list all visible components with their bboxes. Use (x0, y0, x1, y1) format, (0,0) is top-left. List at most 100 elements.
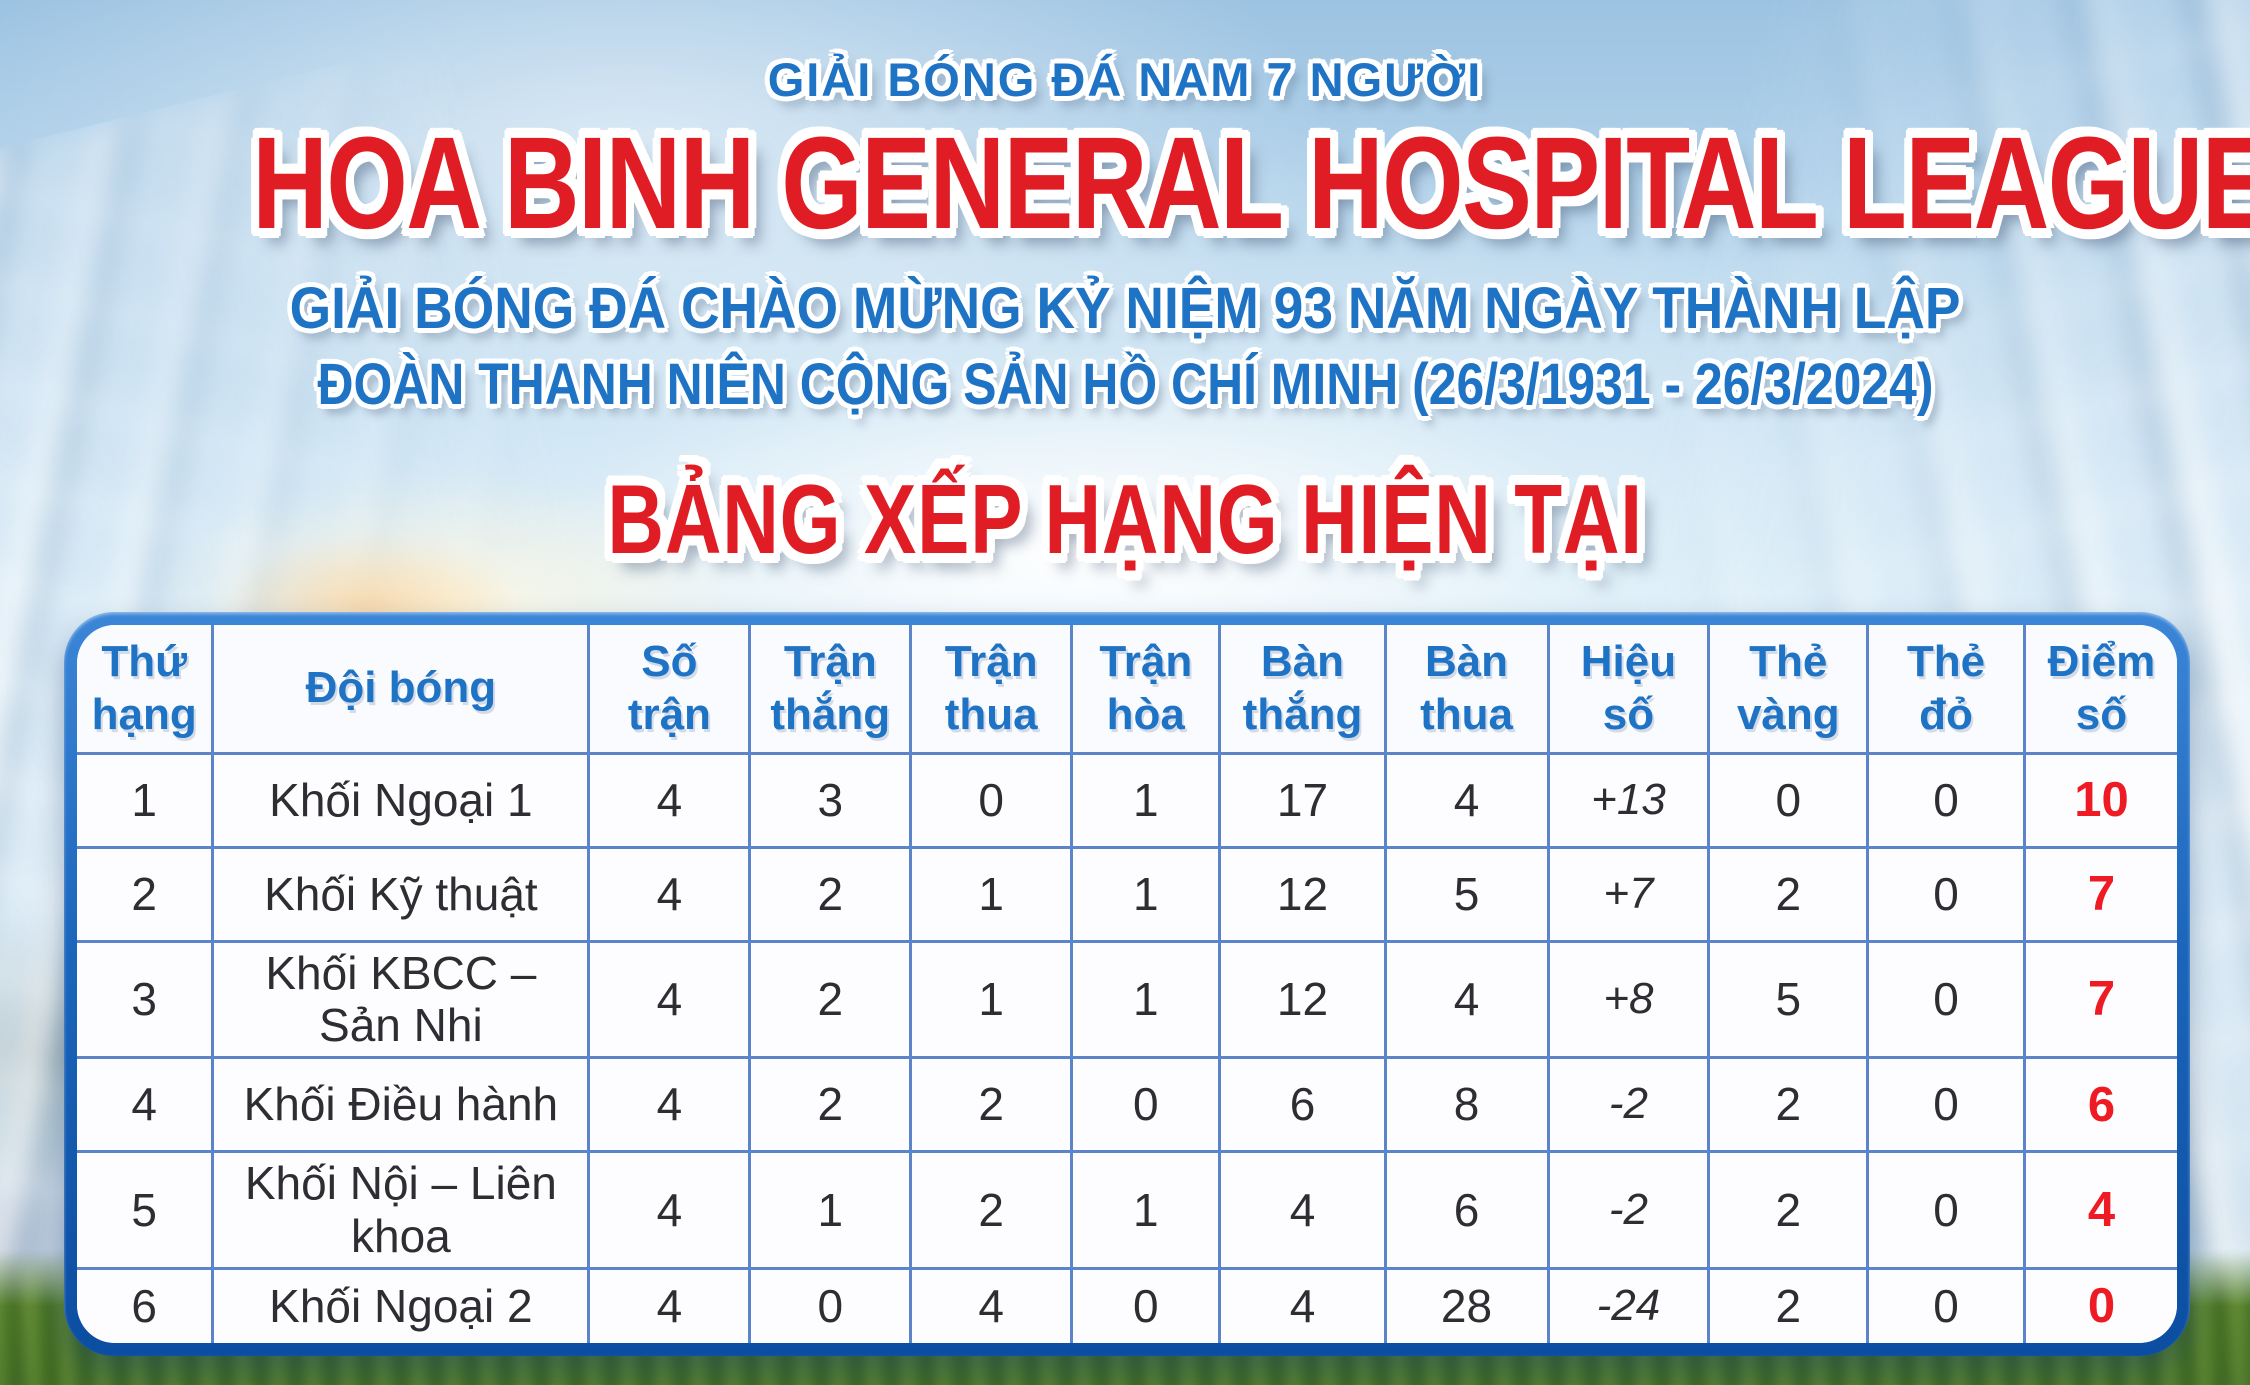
goals_for-cell: 4 (1218, 1267, 1387, 1343)
points-cell: 10 (2022, 751, 2177, 849)
standings-board-inner: Thứ hạng Đội bóng Số trận Trận thắng Trận th… (77, 625, 2177, 1343)
subtitle-line-1: GIẢI BÓNG ĐÁ CHÀO MỪNG KỶ NIỆM 93 NĂM NG… (0, 277, 2250, 341)
rank-cell: 1 (77, 751, 215, 849)
red_cards-cell: 0 (1866, 751, 2026, 849)
rank-cell: 2 (77, 845, 215, 943)
column-header-wins: Trận thắng (748, 625, 913, 755)
yellow_cards-cell: 2 (1707, 1056, 1870, 1154)
goal_diff-cell: -24 (1546, 1267, 1711, 1343)
team-cell: Khối Ngoại 1 (211, 751, 591, 849)
league-title: HOA BINH GENERAL HOSPITAL LEAGUE (0, 109, 2250, 256)
played-cell: 4 (587, 1056, 752, 1154)
goals_for-cell: 17 (1218, 751, 1387, 849)
standings-body: 1 Khối Ngoại 1 4 3 0 1 17 4 +13 0 0 10 2 Khối Kỹ thuậ… (77, 751, 2177, 1343)
goal_diff-cell: +8 (1546, 939, 1711, 1060)
wins-cell: 2 (748, 939, 913, 1060)
yellow_cards-cell: 5 (1707, 939, 1870, 1060)
red_cards-cell: 0 (1866, 1150, 2026, 1271)
goals_against-cell: 8 (1383, 1056, 1550, 1154)
table-row: 4 Khối Điều hành 4 2 2 0 6 8 -2 2 0 6 (77, 1056, 2177, 1154)
played-cell: 4 (587, 845, 752, 943)
goals_for-cell: 12 (1218, 939, 1387, 1060)
draws-cell: 0 (1070, 1267, 1222, 1343)
played-cell: 4 (587, 751, 752, 849)
losses-cell: 4 (909, 1267, 1074, 1343)
wins-cell: 1 (748, 1150, 913, 1271)
table-row: 5 Khối Nội – Liên khoa 4 1 2 1 4 6 -2 2 0 4 (77, 1150, 2177, 1271)
goals_against-cell: 28 (1383, 1267, 1550, 1343)
column-header-goals_against: Bàn thua (1383, 625, 1550, 755)
column-header-goal_diff: Hiệu số (1546, 625, 1711, 755)
played-cell: 4 (587, 939, 752, 1060)
draws-cell: 1 (1070, 845, 1222, 943)
points-cell: 0 (2022, 1267, 2177, 1343)
subtitle-line-1-text: GIẢI BÓNG ĐÁ CHÀO MỪNG KỶ NIỆM 93 NĂM NG… (289, 276, 1961, 342)
table-row: 6 Khối Ngoại 2 4 0 4 0 4 28 -24 2 0 0 (77, 1267, 2177, 1343)
team-cell: Khối Kỹ thuật (211, 845, 591, 943)
points-cell: 7 (2022, 845, 2177, 943)
goal_diff-cell: -2 (1546, 1150, 1711, 1271)
column-header-goals_for: Bàn thắng (1218, 625, 1387, 755)
losses-cell: 1 (909, 939, 1074, 1060)
yellow_cards-cell: 2 (1707, 1267, 1870, 1343)
losses-cell: 0 (909, 751, 1074, 849)
wins-cell: 2 (748, 845, 913, 943)
tournament-tagline: GIẢI BÓNG ĐÁ NAM 7 NGƯỜI (0, 52, 2250, 107)
standings-heading: BẢNG XẾP HẠNG HIỆN TẠI (0, 463, 2250, 576)
red_cards-cell: 0 (1866, 1267, 2026, 1343)
draws-cell: 0 (1070, 1056, 1222, 1154)
rank-cell: 4 (77, 1056, 215, 1154)
played-cell: 4 (587, 1267, 752, 1343)
goals_for-cell: 12 (1218, 845, 1387, 943)
subtitle-line-2: ĐOÀN THANH NIÊN CỘNG SẢN HỒ CHÍ MINH (26… (0, 353, 2250, 417)
wins-cell: 2 (748, 1056, 913, 1154)
yellow_cards-cell: 0 (1707, 751, 1870, 849)
goals_against-cell: 6 (1383, 1150, 1550, 1271)
league-title-text: HOA BINH GENERAL HOSPITAL LEAGUE (252, 109, 2250, 256)
table-row: 2 Khối Kỹ thuật 4 2 1 1 12 5 +7 2 0 7 (77, 845, 2177, 943)
goal_diff-cell: +13 (1546, 751, 1711, 849)
losses-cell: 2 (909, 1056, 1074, 1154)
goal_diff-cell: +7 (1546, 845, 1711, 943)
header-row: Thứ hạng Đội bóng Số trận Trận thắng Trận th… (77, 625, 2177, 755)
column-header-points: Điểm số (2022, 625, 2177, 755)
column-header-team: Đội bóng (211, 625, 591, 755)
team-cell: Khối Nội – Liên khoa (211, 1150, 591, 1271)
goals_for-cell: 4 (1218, 1150, 1387, 1271)
rank-cell: 5 (77, 1150, 215, 1271)
standings-heading-text: BẢNG XẾP HẠNG HIỆN TẠI (607, 463, 1643, 574)
wins-cell: 3 (748, 751, 913, 849)
standings-table: Thứ hạng Đội bóng Số trận Trận thắng Trận th… (77, 625, 2177, 1343)
losses-cell: 1 (909, 845, 1074, 943)
rank-cell: 3 (77, 939, 215, 1060)
losses-cell: 2 (909, 1150, 1074, 1271)
column-header-yellow_cards: Thẻ vàng (1707, 625, 1870, 755)
tournament-tagline-text: GIẢI BÓNG ĐÁ NAM 7 NGƯỜI (767, 53, 1483, 106)
column-header-losses: Trận thua (909, 625, 1074, 755)
draws-cell: 1 (1070, 751, 1222, 849)
points-cell: 7 (2022, 939, 2177, 1060)
goals_against-cell: 4 (1383, 939, 1550, 1060)
subtitle-line-2-text: ĐOÀN THANH NIÊN CỘNG SẢN HỒ CHÍ MINH (26… (317, 352, 1933, 418)
goals_for-cell: 6 (1218, 1056, 1387, 1154)
draws-cell: 1 (1070, 939, 1222, 1060)
team-cell: Khối Điều hành (211, 1056, 591, 1154)
table-row: 1 Khối Ngoại 1 4 3 0 1 17 4 +13 0 0 10 (77, 751, 2177, 849)
column-header-played: Số trận (587, 625, 752, 755)
draws-cell: 1 (1070, 1150, 1222, 1271)
points-cell: 4 (2022, 1150, 2177, 1271)
masthead: GIẢI BÓNG ĐÁ NAM 7 NGƯỜI HOA BINH GENERA… (0, 0, 2250, 576)
team-cell: Khối Ngoại 2 (211, 1267, 591, 1343)
points-cell: 6 (2022, 1056, 2177, 1154)
column-header-rank: Thứ hạng (77, 625, 215, 755)
rank-cell: 6 (77, 1267, 215, 1343)
goals_against-cell: 5 (1383, 845, 1550, 943)
team-cell: Khối KBCC – Sản Nhi (211, 939, 591, 1060)
red_cards-cell: 0 (1866, 1056, 2026, 1154)
standings-board: Thứ hạng Đội bóng Số trận Trận thắng Trận th… (64, 612, 2190, 1356)
column-header-draws: Trận hòa (1070, 625, 1222, 755)
wins-cell: 0 (748, 1267, 913, 1343)
red_cards-cell: 0 (1866, 845, 2026, 943)
goals_against-cell: 4 (1383, 751, 1550, 849)
